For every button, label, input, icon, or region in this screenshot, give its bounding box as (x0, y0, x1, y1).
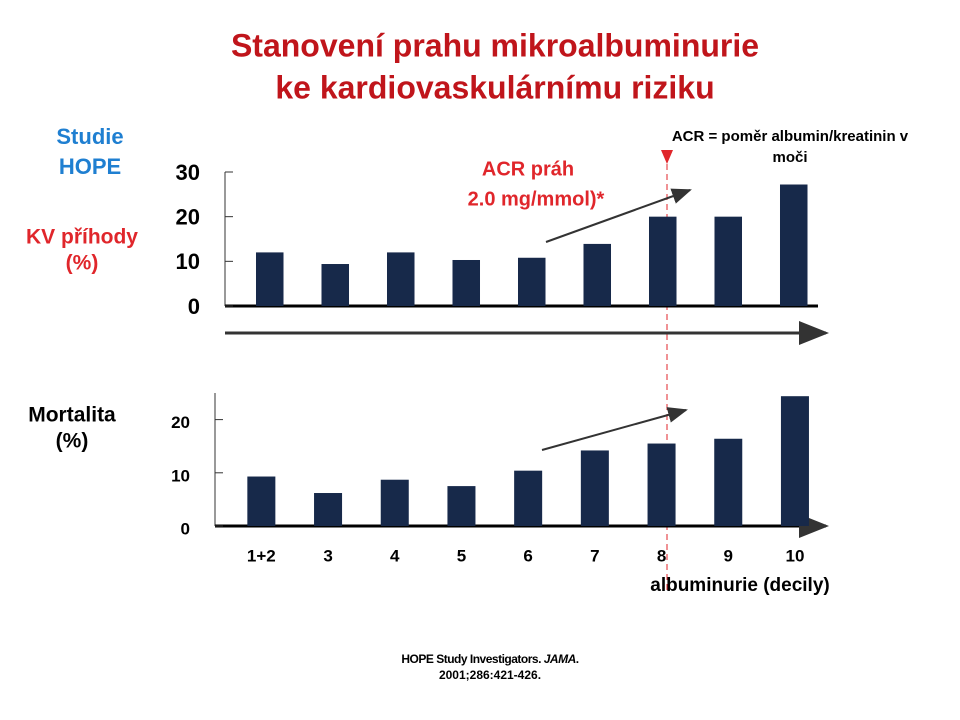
bar (780, 396, 809, 526)
annotation: 2.0 mg/mmol)* (468, 188, 605, 210)
y-axis-label: (%) (56, 430, 89, 453)
threshold-marker (661, 150, 673, 164)
bar (648, 216, 677, 306)
bar (447, 486, 476, 526)
note: moči (772, 149, 807, 166)
bar (452, 259, 481, 306)
bar (580, 450, 609, 526)
annotation: ACR práh (482, 158, 574, 180)
y-tick-label: 20 (171, 413, 190, 432)
y-axis-label: (%) (66, 252, 99, 275)
x-tick-label: 8 (657, 546, 666, 565)
bar (647, 443, 676, 526)
bar (255, 252, 284, 306)
title-line: Stanovení prahu mikroalbuminurie (231, 27, 759, 63)
x-tick-label: 3 (323, 546, 332, 565)
citation: HOPE Study Investigators. JAMA. (401, 652, 578, 666)
trend-arrow (541, 407, 688, 451)
bar (583, 243, 612, 306)
y-tick-label: 0 (181, 519, 190, 538)
y-axis-label: KV příhody (26, 226, 138, 249)
x-tick-label: 6 (523, 546, 532, 565)
y-tick-label: 10 (176, 249, 200, 274)
x-tick-label: 4 (390, 546, 400, 565)
bar (514, 470, 543, 526)
bar (247, 476, 276, 526)
bar (779, 184, 808, 306)
study-label: Studie (56, 124, 123, 149)
y-tick-label: 30 (176, 160, 200, 185)
note: ACR = poměr albumin/kreatinin v (672, 128, 909, 145)
trend-arrow (545, 188, 692, 243)
bar (714, 216, 743, 306)
x-tick-label: 1+2 (247, 546, 276, 565)
x-tick-label: 7 (590, 546, 599, 565)
x-tick-label: 9 (724, 546, 733, 565)
bar (321, 264, 350, 306)
x-tick-label: 5 (457, 546, 466, 565)
bar (714, 438, 743, 526)
bar (314, 493, 343, 526)
x-axis-label: albuminurie (decily) (650, 575, 829, 596)
bar (380, 479, 409, 526)
y-tick-label: 10 (171, 466, 190, 485)
x-tick-label: 10 (785, 546, 804, 565)
title-line: ke kardiovaskulárnímu riziku (275, 69, 714, 105)
y-tick-label: 0 (188, 294, 200, 319)
y-tick-label: 20 (176, 204, 200, 229)
citation: 2001;286:421-426. (439, 668, 541, 682)
study-label: HOPE (59, 154, 121, 179)
bar (386, 252, 415, 306)
y-axis-label: Mortalita (28, 404, 116, 427)
bar (517, 257, 546, 306)
